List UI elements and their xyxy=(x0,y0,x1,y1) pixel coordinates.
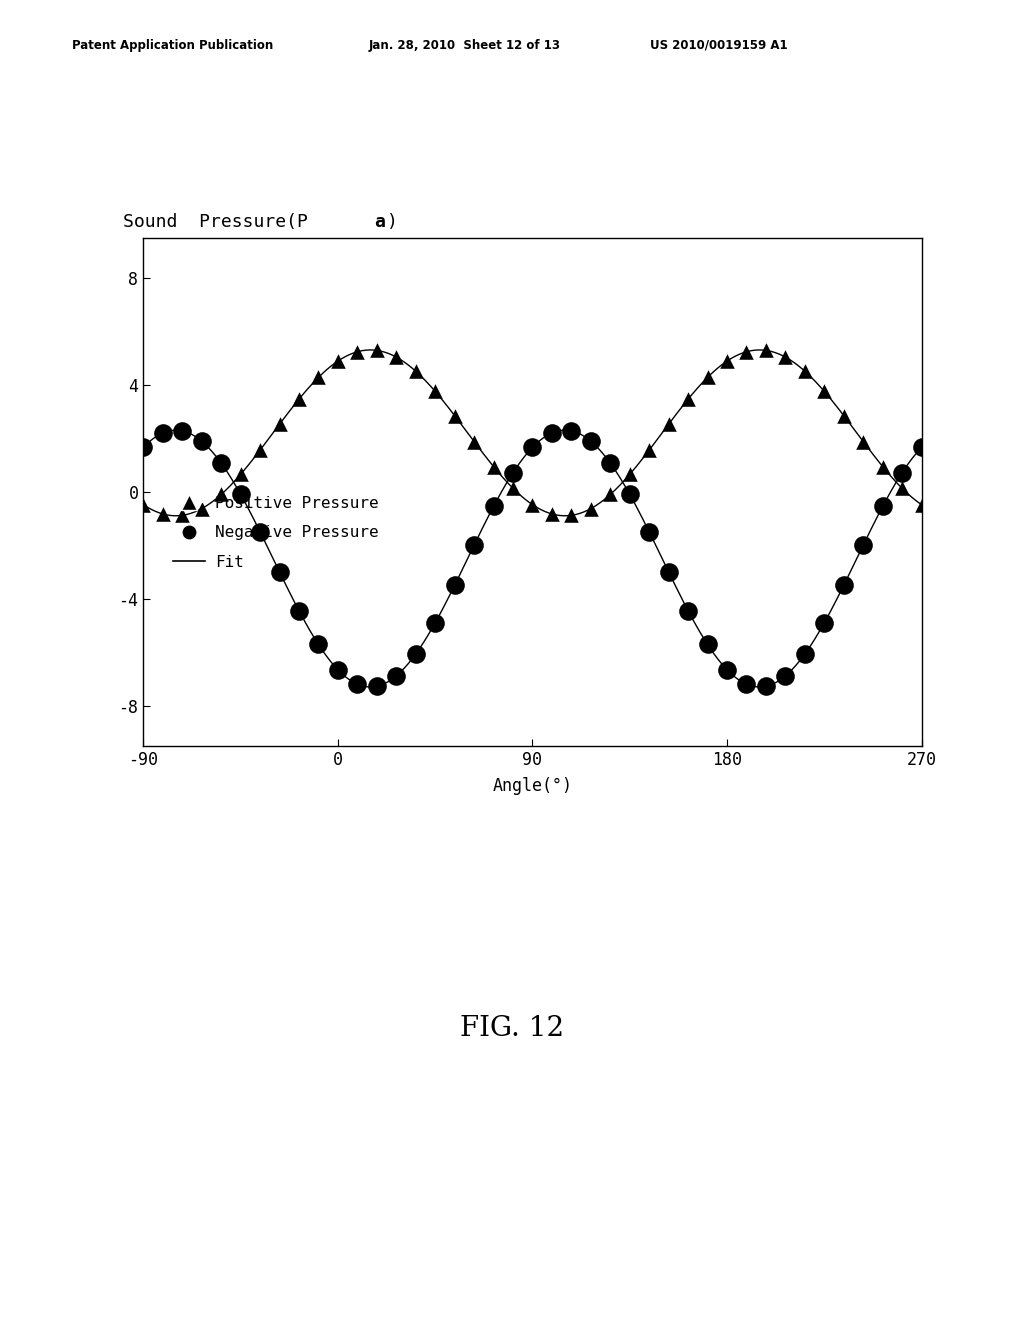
Point xyxy=(271,413,288,434)
Point xyxy=(271,561,288,582)
Point xyxy=(349,673,366,694)
Point xyxy=(408,643,424,664)
Point xyxy=(349,341,366,362)
Point xyxy=(408,360,424,381)
Point xyxy=(622,484,638,506)
Point xyxy=(232,484,249,506)
Point xyxy=(310,634,327,655)
Point xyxy=(602,453,618,474)
Point xyxy=(194,430,210,451)
Point xyxy=(738,341,755,362)
Point xyxy=(388,347,404,368)
Text: a: a xyxy=(374,213,385,231)
Text: Jan. 28, 2010  Sheet 12 of 13: Jan. 28, 2010 Sheet 12 of 13 xyxy=(369,38,561,51)
Point xyxy=(135,494,152,515)
Point xyxy=(699,634,716,655)
Point xyxy=(913,437,930,458)
Point xyxy=(680,601,696,622)
Text: US 2010/0019159 A1: US 2010/0019159 A1 xyxy=(650,38,787,51)
Point xyxy=(544,422,560,444)
Point xyxy=(719,351,735,372)
Point xyxy=(563,504,580,525)
Point xyxy=(913,494,930,515)
Point xyxy=(155,503,171,524)
Point xyxy=(894,462,910,483)
Text: Sound  Pressure(P: Sound Pressure(P xyxy=(123,213,308,231)
Point xyxy=(660,561,677,582)
Point xyxy=(369,676,385,697)
Point xyxy=(816,612,833,634)
Point xyxy=(252,521,268,543)
Text: ): ) xyxy=(387,213,398,231)
Point xyxy=(505,462,521,483)
X-axis label: Angle(°): Angle(°) xyxy=(493,777,572,795)
Point xyxy=(797,360,813,381)
Point xyxy=(252,440,268,461)
Point xyxy=(135,437,152,458)
Point xyxy=(466,535,482,556)
Point xyxy=(544,503,560,524)
Point xyxy=(738,673,755,694)
Point xyxy=(680,388,696,409)
Point xyxy=(874,496,891,517)
Point xyxy=(777,665,794,686)
Point xyxy=(446,574,463,595)
Point xyxy=(660,413,677,434)
Point xyxy=(874,455,891,477)
Point xyxy=(485,496,502,517)
Point xyxy=(622,463,638,484)
Text: FIG. 12: FIG. 12 xyxy=(460,1015,564,1043)
Point xyxy=(719,659,735,680)
Point xyxy=(388,665,404,686)
Point xyxy=(758,676,774,697)
Point xyxy=(369,339,385,360)
Point xyxy=(699,367,716,388)
Point xyxy=(855,430,871,451)
Point xyxy=(485,455,502,477)
Point xyxy=(310,367,327,388)
Point xyxy=(758,339,774,360)
Point xyxy=(836,405,852,426)
Point xyxy=(213,453,229,474)
Point xyxy=(563,420,580,441)
Point xyxy=(641,521,657,543)
Point xyxy=(155,422,171,444)
Point xyxy=(524,494,541,515)
Point xyxy=(446,405,463,426)
Point xyxy=(466,430,482,451)
Point xyxy=(641,440,657,461)
Point xyxy=(797,643,813,664)
Point xyxy=(291,388,307,409)
Point xyxy=(816,381,833,403)
Point xyxy=(583,498,599,519)
Point xyxy=(330,351,346,372)
Point xyxy=(505,478,521,499)
Point xyxy=(836,574,852,595)
Point xyxy=(291,601,307,622)
Point xyxy=(194,498,210,519)
Point xyxy=(427,612,443,634)
Point xyxy=(855,535,871,556)
Point xyxy=(524,437,541,458)
Point xyxy=(232,463,249,484)
Point xyxy=(777,347,794,368)
Point xyxy=(330,659,346,680)
Point xyxy=(602,484,618,506)
Point xyxy=(583,430,599,451)
Point xyxy=(174,420,190,441)
Point xyxy=(894,478,910,499)
Point xyxy=(213,484,229,506)
Point xyxy=(427,381,443,403)
Point xyxy=(174,504,190,525)
Text: Patent Application Publication: Patent Application Publication xyxy=(72,38,273,51)
Legend: Positive Pressure, Negative Pressure, Fit: Positive Pressure, Negative Pressure, Fi… xyxy=(167,490,385,576)
